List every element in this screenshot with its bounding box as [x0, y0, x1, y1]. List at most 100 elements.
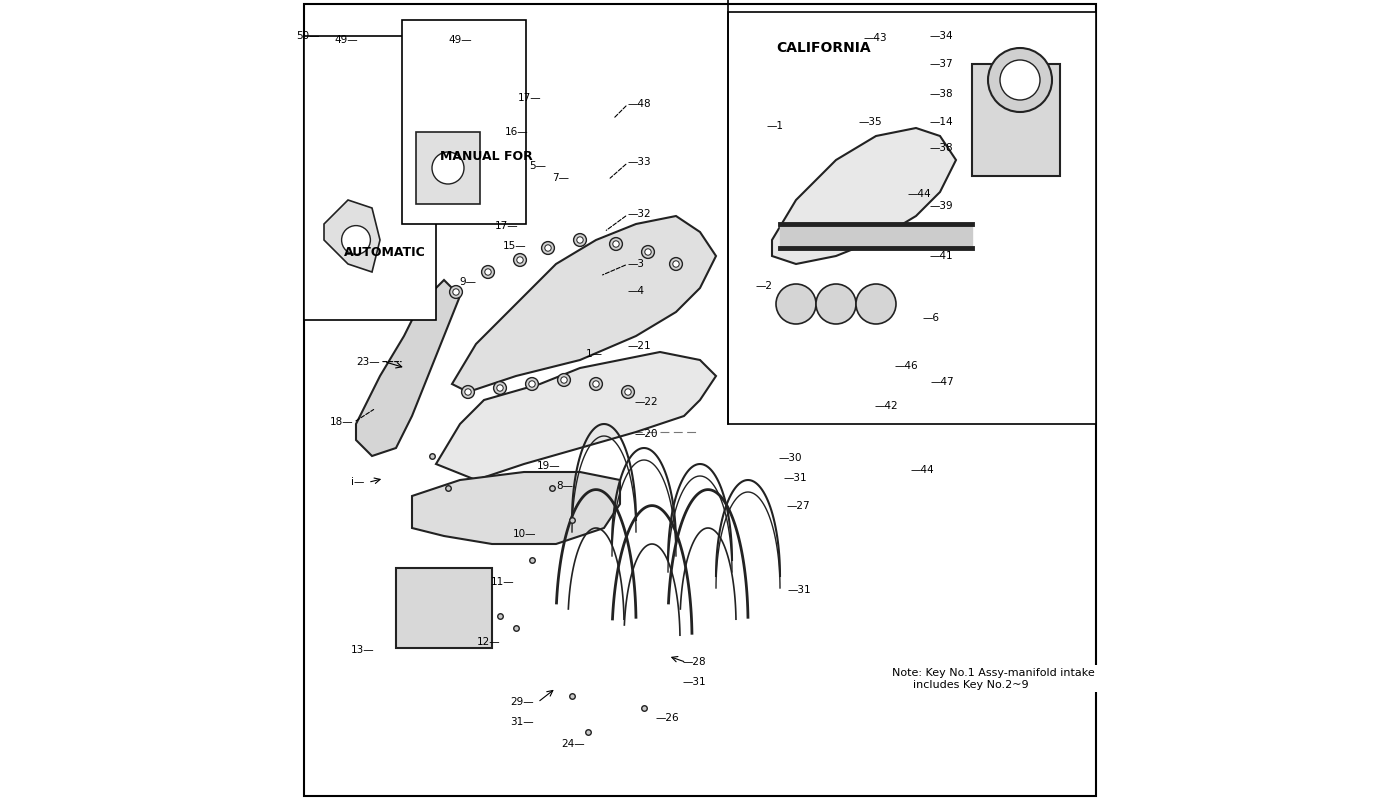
Text: —31: —31	[787, 586, 811, 595]
Circle shape	[624, 389, 631, 395]
Text: CALIFORNIA: CALIFORNIA	[776, 41, 871, 55]
Circle shape	[465, 389, 472, 395]
Circle shape	[525, 378, 539, 390]
Text: 29—: 29—	[510, 698, 533, 707]
Circle shape	[776, 284, 816, 324]
Text: —42: —42	[875, 402, 897, 411]
Text: —3: —3	[629, 259, 645, 269]
Text: —21: —21	[629, 342, 651, 351]
Circle shape	[545, 245, 552, 251]
Polygon shape	[435, 352, 715, 480]
Circle shape	[574, 234, 587, 246]
Text: —44: —44	[910, 466, 934, 475]
Text: 15—: 15—	[503, 242, 526, 251]
Text: —38: —38	[930, 143, 953, 153]
Text: —34: —34	[930, 31, 953, 41]
Circle shape	[529, 381, 535, 387]
Text: —38: —38	[930, 90, 953, 99]
Bar	[396, 568, 491, 648]
Text: —2: —2	[756, 281, 773, 290]
Text: 8—: 8—	[557, 482, 574, 491]
Text: —20: —20	[634, 429, 658, 438]
Circle shape	[452, 289, 459, 295]
Text: —28: —28	[682, 658, 706, 667]
Text: AUTOMATIC: AUTOMATIC	[344, 246, 426, 259]
Text: 5—: 5—	[529, 162, 546, 171]
Text: 16—: 16—	[505, 127, 529, 137]
Circle shape	[592, 381, 599, 387]
Circle shape	[494, 382, 507, 394]
Circle shape	[816, 284, 855, 324]
Circle shape	[462, 386, 475, 398]
Text: —4: —4	[629, 286, 645, 296]
Bar	[728, 12, 1096, 424]
Circle shape	[622, 386, 634, 398]
Circle shape	[577, 237, 584, 243]
Text: —6: —6	[923, 313, 939, 322]
Circle shape	[855, 284, 896, 324]
Text: 49—: 49—	[335, 35, 357, 45]
Circle shape	[609, 238, 623, 250]
Circle shape	[1000, 60, 1040, 100]
Text: —44: —44	[909, 189, 931, 198]
Text: Note: Key No.1 Assy-manifold intake
      includes Key No.2~9: Note: Key No.1 Assy-manifold intake incl…	[892, 668, 1095, 690]
Text: —31: —31	[682, 677, 706, 686]
Circle shape	[669, 258, 682, 270]
Bar	[304, 36, 435, 320]
Text: 49—: 49—	[448, 35, 472, 45]
Circle shape	[514, 254, 526, 266]
Text: 17—: 17—	[494, 221, 518, 230]
Text: —31: —31	[784, 473, 808, 482]
Text: —1: —1	[766, 122, 784, 131]
Text: —37: —37	[930, 59, 953, 69]
Circle shape	[988, 48, 1051, 112]
Polygon shape	[356, 280, 461, 456]
Text: —14: —14	[930, 117, 953, 126]
Circle shape	[542, 242, 554, 254]
Circle shape	[433, 152, 463, 184]
Circle shape	[497, 385, 503, 391]
Bar	[416, 132, 480, 204]
Text: 9—: 9—	[459, 277, 476, 286]
Circle shape	[557, 374, 570, 386]
Text: —43: —43	[864, 33, 888, 42]
Text: 12—: 12—	[476, 637, 500, 646]
Circle shape	[613, 241, 619, 247]
Circle shape	[484, 269, 491, 275]
Text: 10—: 10—	[512, 529, 536, 538]
Circle shape	[342, 226, 371, 254]
Text: —35: —35	[858, 117, 882, 126]
Text: 19—: 19—	[538, 461, 561, 470]
Bar	[972, 64, 1060, 176]
Circle shape	[449, 286, 462, 298]
Polygon shape	[452, 216, 715, 392]
Text: —39: —39	[930, 202, 953, 211]
Circle shape	[641, 246, 654, 258]
Text: —47: —47	[931, 378, 953, 387]
Text: 31—: 31—	[510, 718, 533, 727]
Polygon shape	[771, 128, 956, 264]
Text: —27: —27	[787, 501, 811, 510]
Text: —41: —41	[930, 251, 953, 261]
Circle shape	[482, 266, 494, 278]
Circle shape	[561, 377, 567, 383]
Text: MANUAL FOR: MANUAL FOR	[440, 150, 533, 163]
Bar	[402, 20, 526, 224]
Circle shape	[673, 261, 679, 267]
Circle shape	[517, 257, 524, 263]
Text: 23—: 23—	[357, 357, 379, 366]
Text: 50—: 50—	[297, 31, 321, 41]
Polygon shape	[323, 200, 379, 272]
Text: —46: —46	[895, 362, 918, 371]
Text: 7—: 7—	[552, 173, 568, 182]
Text: 18—: 18—	[330, 418, 354, 427]
Text: 17—: 17—	[518, 93, 542, 102]
Text: —32: —32	[629, 210, 651, 219]
Text: —26: —26	[657, 714, 679, 723]
Circle shape	[645, 249, 651, 255]
Text: 1—: 1—	[585, 350, 602, 359]
Circle shape	[589, 378, 602, 390]
Text: i—: i—	[350, 478, 364, 487]
Polygon shape	[412, 472, 620, 544]
Text: 11—: 11—	[491, 578, 514, 587]
